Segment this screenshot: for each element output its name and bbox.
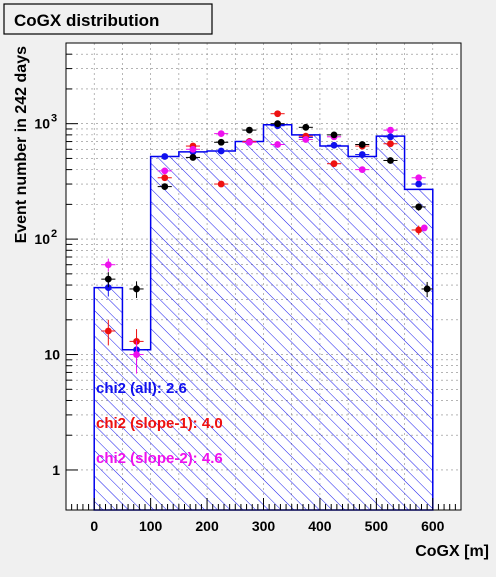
chart-title: CoGX distribution <box>14 11 159 30</box>
series-data <box>101 120 433 298</box>
data-point <box>415 180 423 188</box>
y-tick-label: 10 <box>44 347 60 363</box>
y-tick-label: 10 <box>34 116 50 132</box>
x-tick-label: 200 <box>195 518 219 534</box>
data-point <box>217 138 225 146</box>
data-point <box>274 120 282 128</box>
x-tick-label: 400 <box>308 518 332 534</box>
data-point <box>415 203 423 211</box>
annotation-layer: chi2 (all): 2.6 chi2 (slope-1): 4.0 chi2… <box>96 380 223 467</box>
data-point <box>245 126 253 134</box>
data-point <box>415 174 423 182</box>
points-layer <box>101 110 433 374</box>
data-point <box>330 131 338 139</box>
data-point <box>415 226 423 234</box>
data-point <box>161 174 169 182</box>
data-point <box>161 167 169 175</box>
data-point <box>217 130 225 138</box>
data-point <box>387 133 394 141</box>
data-point <box>387 157 394 164</box>
data-point <box>104 275 112 283</box>
data-point <box>330 141 338 149</box>
x-tick-label: 500 <box>365 518 389 534</box>
data-point <box>274 110 282 118</box>
y-tick-exponent: 2 <box>51 228 57 240</box>
data-point <box>161 153 169 160</box>
series-slope-2 <box>101 126 426 374</box>
data-point <box>302 123 310 131</box>
data-point <box>189 145 197 153</box>
data-point <box>358 141 366 148</box>
x-tick-label: 600 <box>421 518 445 534</box>
x-tick-label: 0 <box>90 518 98 534</box>
data-point <box>104 261 112 269</box>
data-point <box>133 351 140 358</box>
y-tick-label: 10 <box>34 231 50 247</box>
title-box <box>3 3 213 35</box>
data-point <box>161 183 169 191</box>
data-point <box>302 136 310 143</box>
annotation-chi2-all: chi2 (all): 2.6 <box>96 380 187 397</box>
y-tick-label: 1 <box>52 462 60 478</box>
data-point <box>104 327 112 335</box>
data-point <box>387 140 394 148</box>
y-tick-exponent: 3 <box>51 113 57 125</box>
data-point <box>189 154 197 161</box>
data-point <box>274 141 282 148</box>
data-point <box>217 147 225 155</box>
data-point <box>245 138 253 146</box>
data-point <box>358 166 366 174</box>
x-tick-label: 300 <box>252 518 276 534</box>
data-point <box>423 285 431 293</box>
data-point <box>217 180 225 188</box>
x-tick-label: 100 <box>139 518 163 534</box>
histogram-layer <box>93 123 434 511</box>
y-axis-label: Event number in 242 days <box>13 46 30 244</box>
annotation-chi2-slope1: chi2 (slope-1): 4.0 <box>96 415 223 432</box>
data-point <box>358 151 366 158</box>
data-point <box>387 126 394 134</box>
histogram-bars <box>93 123 434 511</box>
x-axis-label: CoGX [m] <box>415 543 489 560</box>
annotation-chi2-slope2: chi2 (slope-2): 4.6 <box>96 450 223 467</box>
data-point <box>330 160 338 168</box>
data-point <box>420 224 428 232</box>
data-point <box>133 285 140 293</box>
data-point <box>104 284 112 292</box>
